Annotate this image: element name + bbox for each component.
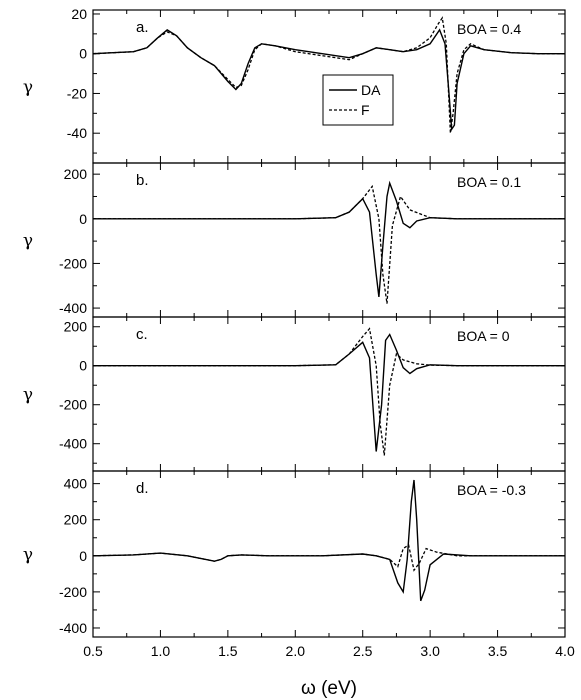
y-tick-label: 0 xyxy=(79,358,87,374)
series-f-line xyxy=(92,543,565,572)
x-tick-label: 2.5 xyxy=(353,643,373,659)
y-tick-label: 0 xyxy=(79,46,87,62)
legend-box xyxy=(322,74,394,126)
panel-label: c. xyxy=(136,326,148,343)
y-axis-label: γ xyxy=(23,78,33,98)
y-tick-label: -40 xyxy=(67,125,87,141)
panel-2: 200 0 -200 -400 γ b. BOA = 0.1 xyxy=(23,162,566,318)
series-f-line xyxy=(93,327,565,456)
legend-label-da: DA xyxy=(361,82,381,98)
y-tick-label: -400 xyxy=(59,436,87,452)
x-axis-label: ω (eV) xyxy=(301,678,357,699)
y-axis-label: γ xyxy=(23,545,33,565)
x-tick-label: 1.0 xyxy=(151,643,171,659)
y-tick-label: 0 xyxy=(79,548,87,564)
series-f-line xyxy=(92,16,565,134)
y-tick-label: 0 xyxy=(79,211,87,227)
boa-annotation: BOA = 0 xyxy=(457,328,510,344)
panel-4: 400 200 0 -200 -400 γ 0.5 1.0 1.5 2.0 2.5 3.0 3.5 4.0… xyxy=(23,470,575,659)
x-tick-label: 4.0 xyxy=(555,643,575,659)
y-tick-label: -200 xyxy=(59,397,87,413)
panel-label: b. xyxy=(136,172,149,189)
y-tick-label: -400 xyxy=(59,620,87,636)
panel-label: a. xyxy=(136,19,149,36)
boa-annotation: BOA = 0.4 xyxy=(457,21,521,37)
y-axis-label: γ xyxy=(23,385,33,405)
legend-label-f: F xyxy=(361,102,370,118)
y-tick-label: 200 xyxy=(64,512,88,528)
x-tick-label: 0.5 xyxy=(83,643,103,659)
y-tick-label: 200 xyxy=(64,319,88,335)
y-tick-label: 200 xyxy=(64,166,88,182)
panel-3: 200 0 -200 -400 γ c. BOA = 0 xyxy=(23,316,566,472)
panel-1: 20 0 -20 -40 γ a. BOA = 0.4 DA F xyxy=(23,6,566,164)
x-tick-label: 1.5 xyxy=(218,643,238,659)
boa-annotation: BOA = -0.3 xyxy=(457,482,526,498)
x-tick-label: 3.5 xyxy=(488,643,508,659)
x-tick-label: 3.0 xyxy=(420,643,440,659)
y-tick-label: -20 xyxy=(67,85,87,101)
panel-label: d. xyxy=(136,480,149,497)
y-tick-label: -200 xyxy=(59,255,87,271)
series-da-line xyxy=(93,333,565,452)
legend: DA F xyxy=(322,74,394,126)
x-tick-label: 2.0 xyxy=(286,643,306,659)
series-f-line xyxy=(93,184,565,304)
y-tick-label: 20 xyxy=(71,6,87,22)
boa-annotation: BOA = 0.1 xyxy=(457,174,521,190)
y-tick-label: 400 xyxy=(64,476,88,492)
y-axis-label: γ xyxy=(23,231,33,251)
series-da-line xyxy=(92,479,565,602)
series-da-line xyxy=(93,180,565,297)
y-tick-label: -400 xyxy=(59,300,87,316)
y-tick-label: -200 xyxy=(59,584,87,600)
